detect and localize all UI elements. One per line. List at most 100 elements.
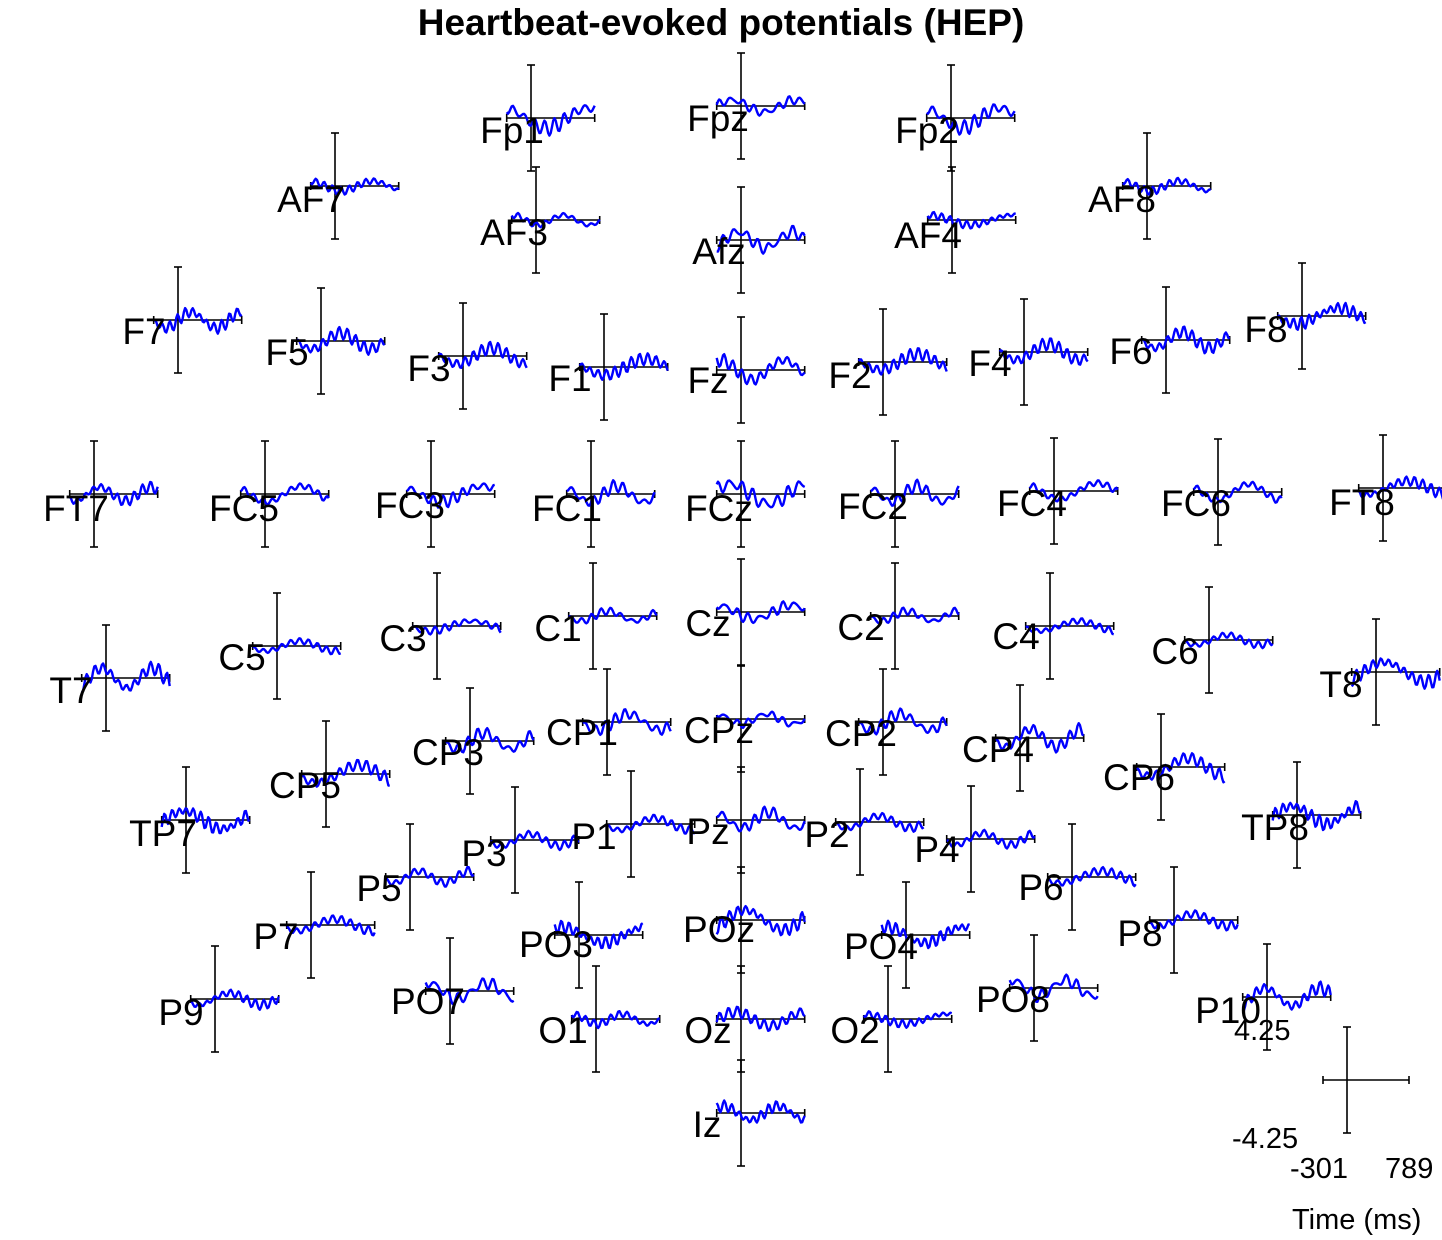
hep-waveform — [582, 708, 672, 736]
hep-waveform — [566, 479, 656, 507]
channel-ft8: FT8 — [1329, 434, 1442, 542]
channel-label: Oz — [684, 1010, 731, 1051]
channel-fc3: FC3 — [375, 440, 496, 548]
channel-label: FC4 — [997, 483, 1067, 524]
channel-cz: Cz — [685, 558, 806, 666]
channel-cp5: CP5 — [269, 720, 391, 828]
channel-label: PO3 — [519, 924, 593, 965]
channel-label: Fpz — [687, 98, 749, 139]
channel-poz: POz — [683, 866, 806, 974]
hep-waveform — [870, 478, 960, 507]
hep-waveform — [1025, 617, 1115, 636]
channel-af8: AF8 — [1088, 132, 1212, 240]
hep-waveform — [309, 177, 400, 196]
hep-waveform — [578, 352, 669, 381]
channel-label: CP2 — [825, 713, 897, 754]
channel-fc4: FC4 — [997, 437, 1119, 545]
channel-af7: AF7 — [277, 132, 400, 240]
hep-waveform — [1136, 752, 1226, 784]
channel-p1: P1 — [571, 770, 696, 878]
hep-waveform — [286, 914, 376, 937]
channel-label: CP1 — [546, 712, 618, 753]
channel-label: CP4 — [962, 729, 1034, 770]
channel-t8: T8 — [1319, 618, 1441, 726]
hep-waveform — [995, 722, 1085, 754]
channel-po4: PO4 — [844, 881, 971, 989]
hep-waveform — [862, 1010, 953, 1029]
channel-label: F4 — [968, 343, 1011, 384]
channel-label: C3 — [379, 618, 426, 659]
hep-waveform — [68, 480, 159, 507]
channel-label: P5 — [356, 868, 401, 909]
channel-label: O1 — [538, 1010, 587, 1051]
channel-fcz: FCz — [685, 440, 806, 548]
channel-label: C5 — [218, 637, 265, 678]
channel-label: AF3 — [480, 212, 548, 253]
channel-label: FC1 — [532, 488, 602, 529]
channel-label: FCz — [685, 488, 753, 529]
channel-o1: O1 — [538, 965, 661, 1073]
hep-waveform — [1184, 631, 1274, 650]
hep-waveform — [437, 340, 528, 369]
hep-waveform — [715, 904, 806, 937]
channel-p9: P9 — [158, 945, 280, 1053]
channel-label: C2 — [837, 607, 884, 648]
channel-label: Cz — [685, 603, 730, 644]
chart-title: Heartbeat-evoked potentials (HEP) — [417, 2, 1025, 43]
channel-label: P10 — [1195, 990, 1261, 1031]
channel-label: AF4 — [894, 215, 962, 256]
channel-tp7: TP7 — [129, 766, 251, 874]
hep-waveform — [925, 103, 1016, 136]
channel-label: Iz — [693, 1104, 722, 1145]
channel-cp4: CP4 — [962, 684, 1085, 792]
channel-label: Fp2 — [895, 110, 959, 151]
channel-cp6: CP6 — [1103, 713, 1226, 821]
channel-po8: PO8 — [976, 934, 1099, 1042]
channel-label: F5 — [265, 332, 308, 373]
channel-oz: Oz — [684, 965, 806, 1073]
channel-label: CP6 — [1103, 757, 1175, 798]
channel-label: P2 — [804, 814, 849, 855]
channel-iz: Iz — [693, 1059, 806, 1167]
channel-f7: F7 — [122, 266, 243, 374]
hep-waveform — [715, 1099, 806, 1124]
channel-af4: AF4 — [894, 166, 1017, 274]
channel-cpz: CPz — [684, 665, 806, 773]
channel-p10: P10 — [1195, 943, 1332, 1051]
channel-label: P4 — [914, 829, 959, 870]
hep-waveform — [505, 104, 596, 137]
hep-waveform — [189, 988, 280, 1011]
hep-waveform — [1192, 480, 1283, 504]
hep-waveform — [716, 805, 806, 833]
hep-waveform — [835, 811, 925, 833]
channel-fc2: FC2 — [838, 440, 960, 548]
hep-waveform — [81, 660, 171, 694]
channel-cp3: CP3 — [412, 687, 535, 795]
channel-label: TP7 — [129, 813, 197, 854]
channel-f4: F4 — [968, 298, 1089, 406]
channel-cp1: CP1 — [546, 668, 672, 776]
hep-waveform — [553, 919, 644, 950]
channel-f1: F1 — [548, 313, 669, 421]
channel-af3: AF3 — [480, 166, 601, 274]
hep-waveform — [715, 600, 806, 625]
channel-ft7: FT7 — [43, 440, 159, 548]
hep-waveform — [716, 224, 806, 255]
channel-label: P8 — [1117, 913, 1162, 954]
channel-label: FC5 — [209, 488, 279, 529]
channel-label: CPz — [684, 710, 754, 751]
channel-f6: F6 — [1109, 286, 1231, 394]
channel-label: P1 — [571, 816, 616, 857]
channel-label: F8 — [1244, 309, 1287, 350]
hep-waveform — [715, 353, 806, 386]
channel-label: FT7 — [43, 488, 109, 529]
channel-label: CP3 — [412, 732, 484, 773]
scale-y-min-label: -4.25 — [1232, 1123, 1299, 1155]
hep-waveform — [715, 710, 806, 729]
hep-waveform — [153, 306, 243, 335]
channel-label: FC2 — [838, 486, 908, 527]
channel-c2: C2 — [837, 562, 960, 670]
channel-label: F6 — [1109, 331, 1152, 372]
channel-o2: O2 — [830, 965, 953, 1073]
